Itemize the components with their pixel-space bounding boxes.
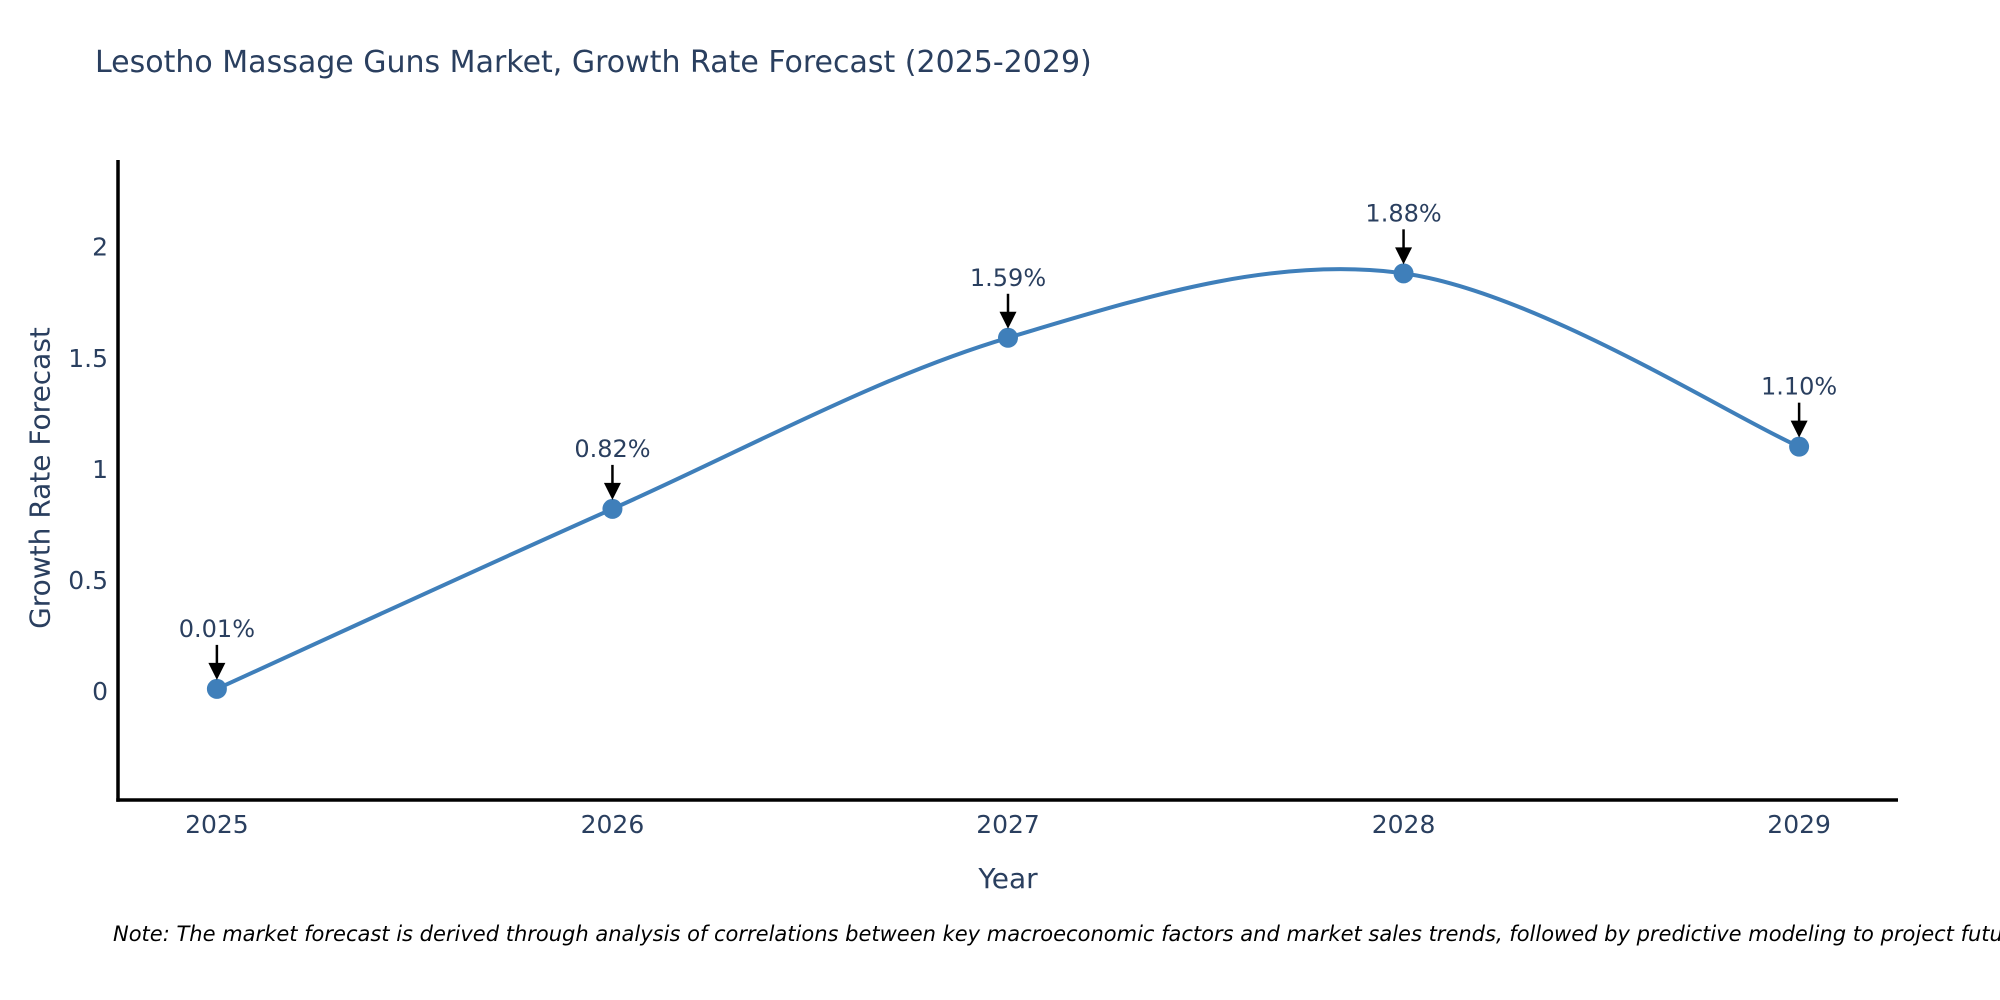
y-tick-label: 0 bbox=[92, 677, 108, 706]
annotation-arrow-head bbox=[999, 311, 1017, 329]
point-value-label: 1.59% bbox=[970, 264, 1046, 292]
x-tick-label: 2026 bbox=[581, 810, 645, 839]
annotation-arrow-head bbox=[1395, 247, 1413, 265]
y-tick-label: 1 bbox=[92, 455, 108, 484]
chart-title: Lesotho Massage Guns Market, Growth Rate… bbox=[95, 45, 1092, 80]
y-tick-label: 0.5 bbox=[68, 566, 108, 595]
x-tick-label: 2029 bbox=[1767, 810, 1831, 839]
data-point-marker bbox=[206, 678, 227, 699]
x-axis-title: Year bbox=[978, 862, 1038, 895]
annotation-arrow-head bbox=[603, 482, 621, 500]
point-value-label: 0.01% bbox=[179, 615, 255, 643]
point-value-label: 0.82% bbox=[574, 435, 650, 463]
footnote: Note: The market forecast is derived thr… bbox=[113, 922, 2000, 946]
x-tick-label: 2028 bbox=[1372, 810, 1436, 839]
x-tick-label: 2027 bbox=[976, 810, 1040, 839]
data-point-marker bbox=[998, 327, 1018, 348]
x-tick-label: 2025 bbox=[185, 810, 249, 839]
annotation-arrow-head bbox=[208, 662, 226, 680]
annotation-arrow-head bbox=[1790, 420, 1808, 438]
y-tick-label: 1.5 bbox=[68, 344, 108, 373]
data-point-marker bbox=[1789, 436, 1810, 457]
y-axis-title: Growth Rate Forecast bbox=[23, 327, 57, 629]
point-value-label: 1.88% bbox=[1365, 199, 1441, 227]
data-point-marker bbox=[1393, 263, 1414, 284]
data-point-marker bbox=[602, 498, 623, 519]
y-tick-label: 2 bbox=[92, 233, 108, 262]
point-value-label: 1.10% bbox=[1761, 373, 1837, 401]
